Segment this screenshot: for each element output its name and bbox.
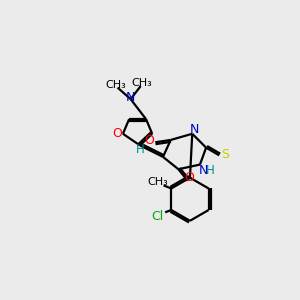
Text: H: H [206, 164, 215, 177]
Text: O: O [112, 127, 122, 140]
Text: N: N [190, 123, 199, 136]
Text: O: O [144, 134, 154, 147]
Text: CH₃: CH₃ [132, 78, 153, 88]
Text: O: O [184, 171, 194, 184]
Text: CH₃: CH₃ [147, 176, 168, 187]
Text: H: H [136, 143, 145, 156]
Text: N: N [198, 164, 208, 177]
Text: S: S [221, 148, 230, 161]
Text: Cl: Cl [151, 210, 164, 223]
Text: CH₃: CH₃ [106, 80, 126, 89]
Text: N: N [126, 91, 135, 104]
